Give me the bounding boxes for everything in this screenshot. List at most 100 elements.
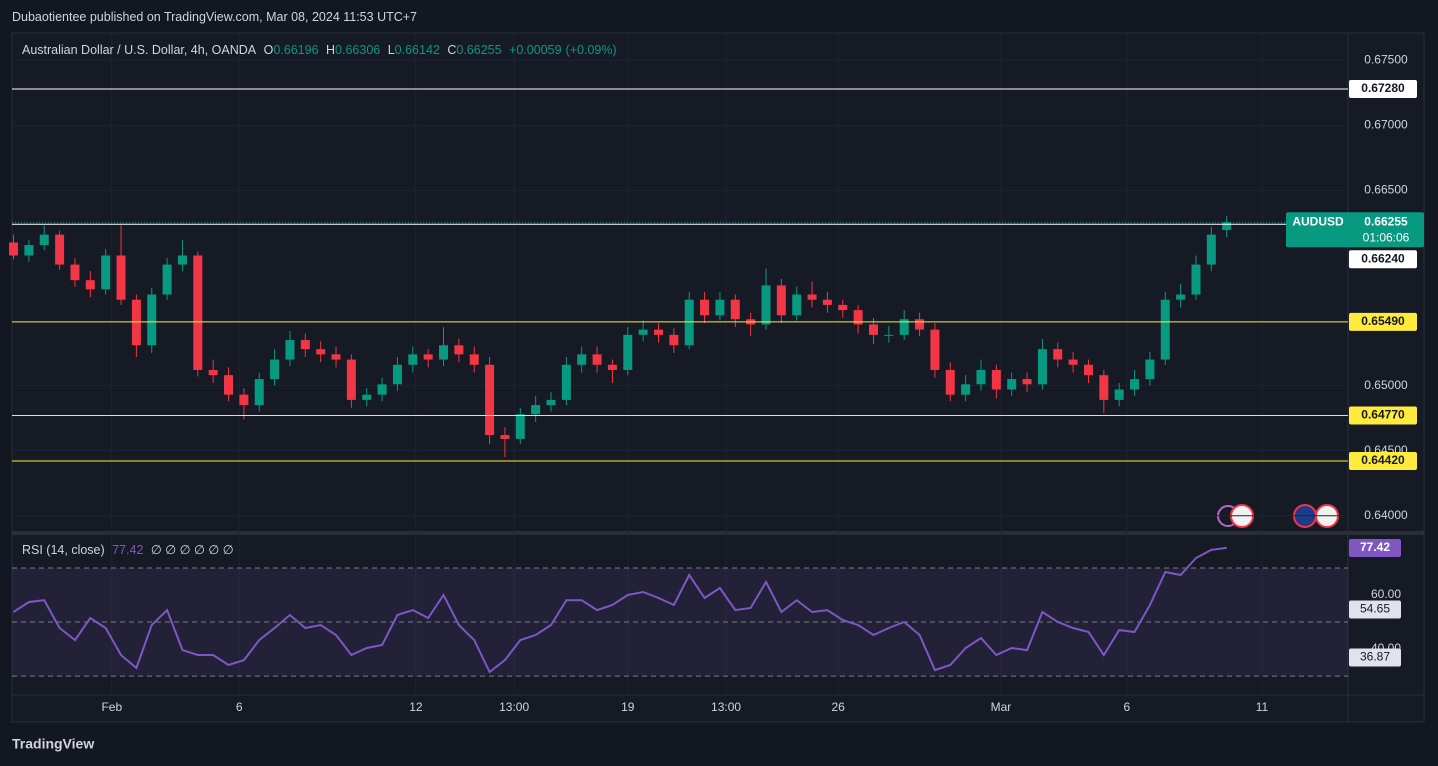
x-tick-label: 13:00 xyxy=(711,700,741,714)
candle-body xyxy=(55,234,65,265)
candle-body xyxy=(961,384,971,395)
rsi-value-box xyxy=(1349,538,1401,557)
y-tick-label: 0.65000 xyxy=(1364,378,1408,392)
change: +0.00059 xyxy=(509,43,562,57)
y-tick-label: 0.64000 xyxy=(1364,508,1408,522)
candle-body xyxy=(101,255,111,290)
candle-body xyxy=(1191,264,1201,295)
level-label-box xyxy=(1349,312,1417,331)
rsi-value: 77.42 xyxy=(112,543,144,557)
candle-body xyxy=(700,299,710,316)
candle-body xyxy=(208,369,218,376)
symbol-title: Australian Dollar / U.S. Dollar, 4h, OAN… xyxy=(22,43,257,57)
candle-body xyxy=(1206,234,1216,265)
x-tick-label: 6 xyxy=(236,700,243,714)
candle-body xyxy=(1053,349,1063,360)
candle-body xyxy=(730,299,740,320)
candle-body xyxy=(853,310,863,325)
candle-body xyxy=(70,264,80,281)
candle-body xyxy=(500,435,510,439)
x-tick-label: 26 xyxy=(831,700,845,714)
candle-body xyxy=(9,242,19,256)
candle-body xyxy=(592,354,602,365)
candle-body xyxy=(945,369,955,395)
candle-body xyxy=(669,334,679,346)
publish-line: Dubaotientee published on TradingView.co… xyxy=(12,10,421,24)
candle-body xyxy=(316,349,326,355)
candle-body xyxy=(976,369,986,385)
candle-body xyxy=(254,379,264,406)
candle-body xyxy=(224,375,234,395)
y-tick-label: 0.66500 xyxy=(1364,183,1408,197)
candle-body xyxy=(776,285,786,316)
candle-body xyxy=(331,354,341,360)
candle-body xyxy=(654,329,664,335)
price-box xyxy=(1286,212,1424,248)
x-tick-label: 19 xyxy=(621,700,635,714)
candle-body xyxy=(392,364,402,385)
y-tick-label: 60.00 xyxy=(1371,587,1401,601)
candle-body xyxy=(1068,359,1078,365)
candle-body xyxy=(362,394,372,400)
ohlc-value: 0.66255 xyxy=(456,43,502,57)
rsi-line: RSI (14, close) 77.42 ∅ ∅ ∅ ∅ ∅ ∅ xyxy=(22,542,238,557)
candle-body xyxy=(285,340,295,360)
candle-body xyxy=(807,294,817,300)
candle-body xyxy=(899,319,909,335)
candle-body xyxy=(515,414,525,439)
candle-body xyxy=(607,364,617,370)
last-price-label: 0.66255 xyxy=(1364,214,1408,228)
candle-body xyxy=(408,354,418,365)
candle-body xyxy=(1007,379,1017,390)
candle-body xyxy=(761,285,771,325)
candle-body xyxy=(439,345,449,360)
candle-body xyxy=(239,394,249,406)
rsi-line xyxy=(12,546,1227,674)
publisher: Dubaotientee published on TradingView.co… xyxy=(12,10,418,24)
candle-body xyxy=(991,369,1001,390)
candle-body xyxy=(684,299,694,346)
level-label: 0.64420 xyxy=(1361,453,1405,467)
level-label-box xyxy=(1349,79,1417,98)
candle-body xyxy=(1037,349,1047,385)
candle-body xyxy=(300,340,310,350)
candle-body xyxy=(85,280,95,290)
brand: TradingView xyxy=(12,736,94,752)
marker-label: 54.65 xyxy=(1360,602,1390,616)
x-tick-label: 13:00 xyxy=(499,700,529,714)
x-tick-label: Feb xyxy=(101,700,122,714)
symbol-line: Australian Dollar / U.S. Dollar, 4h, OAN… xyxy=(22,43,621,57)
change-pct: (+0.09%) xyxy=(565,43,617,57)
candle-body xyxy=(1160,299,1170,360)
candle-body xyxy=(638,329,648,335)
countdown-label: 01:06:06 xyxy=(1363,230,1410,244)
candle-body xyxy=(469,354,479,365)
candle-body xyxy=(577,354,587,365)
marker-box xyxy=(1349,648,1401,667)
candle-body xyxy=(377,384,387,395)
candle-body xyxy=(884,334,894,336)
level-label-box xyxy=(1349,250,1417,269)
candle-body xyxy=(868,324,878,335)
candle-body xyxy=(454,345,464,355)
ohlc-value: 0.66306 xyxy=(335,43,381,57)
rsi-placeholders: ∅ ∅ ∅ ∅ ∅ ∅ xyxy=(150,543,234,557)
level-label: 0.67280 xyxy=(1361,81,1405,95)
ohlc-label: O xyxy=(263,43,274,57)
candle-body xyxy=(147,294,157,346)
ohlc-label: L xyxy=(387,43,395,57)
y-tick-label: 0.67500 xyxy=(1364,52,1408,66)
candle-body xyxy=(177,255,187,265)
candle-body xyxy=(131,299,141,346)
candle-body xyxy=(561,364,571,400)
ohlc-value: 0.66196 xyxy=(273,43,319,57)
candle-body xyxy=(193,255,203,370)
candle-body xyxy=(423,354,433,360)
candle-body xyxy=(116,255,126,300)
chart-frame xyxy=(11,32,1425,723)
ohlc-value: 0.66142 xyxy=(394,43,440,57)
candle-body xyxy=(792,294,802,316)
level-label: 0.65490 xyxy=(1361,314,1405,328)
